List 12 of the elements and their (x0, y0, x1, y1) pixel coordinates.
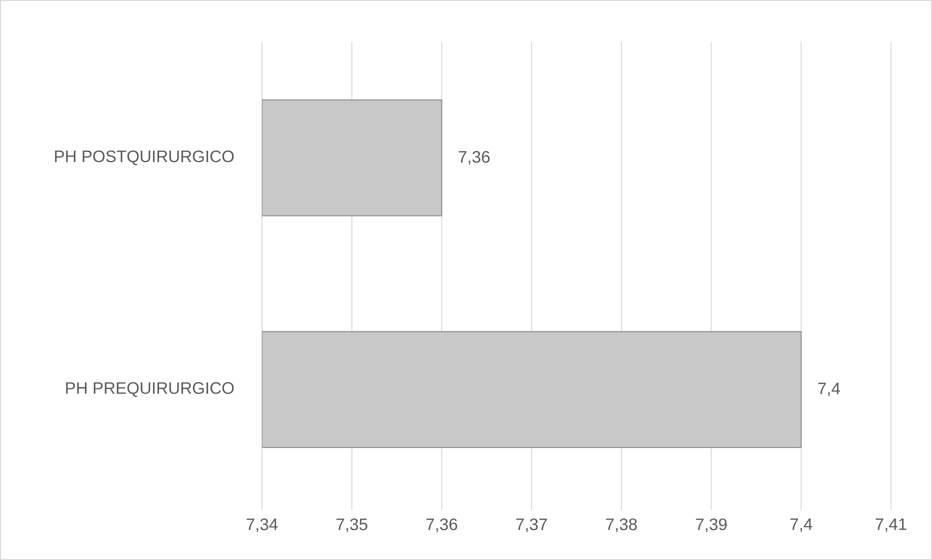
x-tick-label: 7,37 (516, 518, 547, 532)
x-tick-label: 7,41 (876, 518, 906, 532)
data-label: 7,4 (818, 382, 840, 396)
x-tick-label: 7,34 (246, 518, 278, 532)
data-label: 7,36 (458, 150, 490, 165)
x-tick-label: 7,39 (696, 518, 727, 532)
x-tick-label: 7,38 (606, 518, 637, 532)
x-tick-label: 7,4 (790, 518, 812, 532)
y-tick-label: PH PREQUIRURGICO (66, 382, 234, 397)
x-tick-label: 7,35 (336, 518, 368, 532)
x-tick-label: 7,36 (426, 518, 458, 532)
y-tick-label: PH POSTQUIRURGICO (55, 150, 234, 166)
